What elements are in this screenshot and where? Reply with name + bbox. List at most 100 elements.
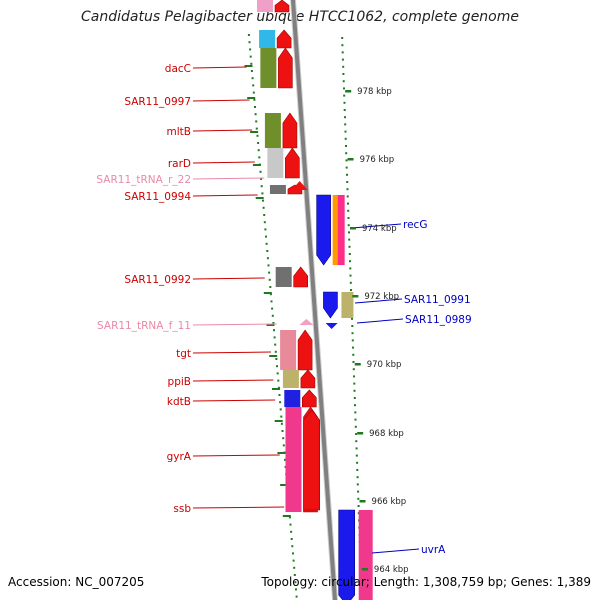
left-major-tick <box>252 164 261 166</box>
right-tick-dot <box>356 476 359 479</box>
left-tick-dot <box>254 113 257 116</box>
map-title: Candidatus Pelagibacter ubique HTCC1062,… <box>80 9 519 25</box>
left-tick-dot <box>250 62 253 65</box>
left-tick-dot <box>255 120 258 123</box>
left-tick-dot <box>262 199 264 202</box>
label-leader <box>192 99 250 102</box>
kbp-tick <box>347 158 354 161</box>
gene-label: ssb <box>173 503 191 515</box>
gene-label: mltB <box>167 126 191 138</box>
kbp-tick <box>357 432 364 435</box>
kbp-label: 974 kbp <box>362 224 397 234</box>
right-tick-dot <box>347 217 350 219</box>
left-major-tick <box>266 324 275 326</box>
backbone-line <box>291 0 337 600</box>
kbp-tick <box>359 500 366 503</box>
label-leader <box>371 548 420 554</box>
gene-label: rarD <box>168 158 191 170</box>
right-tick-dot <box>344 137 347 140</box>
left-tick-dot <box>273 329 275 332</box>
gene-label: dacC <box>165 63 191 75</box>
left-tick-dot <box>265 235 267 238</box>
gene-label: SAR11_0994 <box>124 191 191 203</box>
right-tick-dot <box>351 325 354 327</box>
left-tick-dot <box>263 221 266 224</box>
right-tick-dot <box>353 375 355 378</box>
right-tick-dot <box>348 253 351 255</box>
backbone <box>290 0 338 600</box>
right-tick-dot <box>348 231 350 234</box>
left-tick-dot <box>262 206 265 209</box>
left-tick-dot <box>282 444 285 447</box>
left-tick-dot <box>247 34 250 36</box>
right-tick-dot <box>355 454 358 457</box>
left-tick-dot <box>255 127 258 130</box>
right-tick-dot <box>352 346 354 349</box>
left-tick-dot <box>252 84 255 87</box>
label-leader <box>354 298 403 304</box>
reverse-gene-arrow <box>338 509 356 600</box>
kbp-label: 966 kbp <box>372 497 407 507</box>
gene-color-block <box>280 330 297 370</box>
reverse-small-triangle <box>325 323 338 329</box>
left-tick-dot <box>260 178 263 180</box>
right-tick-dot <box>354 425 357 428</box>
left-major-tick <box>247 97 256 99</box>
reverse-gene-arrow <box>316 194 331 266</box>
right-tick-dot <box>355 440 358 443</box>
right-tick-dot <box>344 123 347 126</box>
gene-label: SAR11_tRNA_f_11 <box>97 320 191 332</box>
right-tick-dot <box>348 238 351 241</box>
kbp-label: 968 kbp <box>369 429 404 439</box>
left-tick-dot <box>250 70 253 72</box>
forward-gene-arrow <box>274 0 290 13</box>
left-tick-dot <box>277 379 280 382</box>
right-tick-dot <box>349 274 352 277</box>
left-tick-dot <box>257 149 260 152</box>
left-tick-dot <box>251 77 254 80</box>
left-major-tick <box>282 515 291 517</box>
left-tick-dot <box>263 214 266 216</box>
left-tick-dot <box>267 264 270 267</box>
label-leader <box>356 318 404 324</box>
left-tick-dot <box>268 278 271 281</box>
right-tick-dot <box>346 181 349 183</box>
left-tick-dot <box>279 401 282 404</box>
gene-color-block <box>264 113 281 148</box>
left-tick-dot <box>268 271 271 274</box>
trna-triangle <box>291 181 308 190</box>
right-tick-dot <box>343 101 346 104</box>
left-tick-dot <box>266 250 269 252</box>
left-tick-dot <box>294 581 297 584</box>
left-tick-dot <box>254 106 256 108</box>
left-tick-dot <box>278 394 281 396</box>
forward-gene-arrow <box>278 47 293 89</box>
kbp-label: 964 kbp <box>374 565 409 575</box>
gene-color-block <box>337 195 345 265</box>
forward-gene-arrow <box>293 266 308 288</box>
left-tick-dot <box>275 358 278 360</box>
trna-triangle <box>299 319 314 325</box>
gene-label: gyrA <box>167 451 192 463</box>
right-tick-dot <box>343 87 345 90</box>
reverse-gene-arrow <box>323 291 338 319</box>
right-tick-dot <box>356 469 359 471</box>
gene-label: uvrA <box>421 544 446 556</box>
left-tick-dot <box>269 286 272 288</box>
right-tick-dot <box>346 188 349 191</box>
left-tick-dot <box>288 516 291 519</box>
left-major-tick <box>269 355 278 357</box>
label-leader <box>192 399 276 402</box>
left-tick-dot <box>292 559 295 562</box>
label-leader <box>192 194 258 197</box>
left-tick-dot <box>280 422 283 425</box>
right-tick-dot <box>354 404 356 407</box>
right-tick-dot <box>353 389 356 392</box>
kbp-tick <box>354 363 361 366</box>
right-tick-dot <box>351 339 354 342</box>
right-tick-dot <box>353 397 356 399</box>
left-tick-dot <box>295 595 298 598</box>
label-leader <box>192 66 247 69</box>
left-major-tick <box>277 452 286 454</box>
forward-gene-arrow <box>297 329 313 371</box>
